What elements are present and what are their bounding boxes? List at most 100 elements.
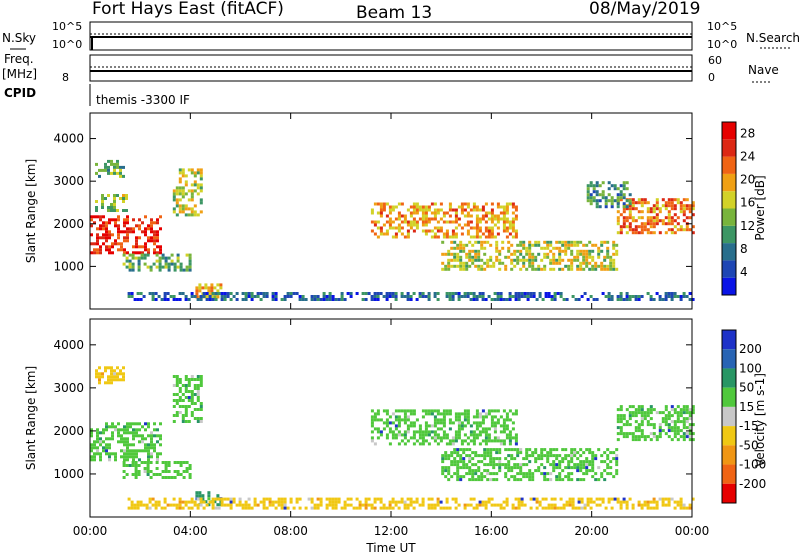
velocity-cell [597,478,601,482]
power-cell [466,214,470,218]
velocity-cell [502,439,506,443]
velocity-cell [454,500,458,504]
velocity-cell [135,449,138,453]
velocity-cell [631,503,635,507]
velocity-cell [223,497,227,501]
power-cell [122,262,126,266]
power-cell [475,214,479,218]
power-cell [379,214,383,218]
velocity-cell [453,460,457,464]
power-cell [433,217,437,221]
power-cell [499,205,503,209]
power-cell [468,249,472,253]
velocity-cell [600,472,604,476]
velocity-cell [471,451,475,455]
velocity-cell [105,443,108,447]
velocity-cell [676,417,680,421]
power-cell [567,243,571,247]
velocity-cell [691,432,695,436]
velocity-cell [457,418,461,422]
power-cell [101,194,104,197]
power-cell [185,265,189,269]
velocity-cell [477,478,481,482]
power-cell [588,255,592,259]
velocity-cell [93,446,96,450]
velocity-cell [418,503,422,507]
power-cell [153,233,156,237]
velocity-cell [498,466,502,470]
velocity-cell [585,463,589,467]
power-cell [143,253,147,257]
velocity-cell [173,476,177,479]
power-cell [606,249,610,253]
power-cell [496,226,500,230]
velocity-cell [98,381,101,385]
power-cell [480,258,484,262]
velocity-cell [577,497,581,501]
power-cell [96,236,99,240]
power-cell [612,243,616,247]
velocity-cell [196,417,200,420]
velocity-cell [153,422,156,426]
velocity-cell [682,503,686,507]
power-cell [528,249,532,253]
velocity-cell [442,418,446,422]
power-cell [462,267,466,271]
velocity-cell [394,500,398,504]
power-cell [460,205,464,209]
velocity-cell [483,451,487,455]
power-cell [101,200,104,203]
velocity-cell [466,409,470,413]
power-cell [472,208,476,212]
velocity-cell [436,503,440,507]
velocity-cell [96,449,99,453]
velocity-cell [116,372,119,376]
power-cell [163,292,167,295]
power-cell [612,267,616,271]
velocity-cell [151,497,155,501]
power-cell [673,198,677,202]
power-cell [147,224,150,228]
power-cell [661,219,665,223]
velocity-cell [131,461,135,464]
velocity-cell [181,417,185,420]
velocity-cell [145,503,149,507]
power-cell [511,223,515,227]
power-cell [190,195,194,199]
power-cell [179,265,183,269]
power-cell [685,198,689,202]
power-cell [454,235,458,239]
velocity-cell [591,466,595,470]
velocity-cell [493,409,497,413]
power-cell [682,295,686,298]
velocity-cell [517,497,521,501]
velocity-cell [516,448,520,452]
velocity-cell [325,503,329,507]
power-cell [409,214,413,218]
velocity-cell [436,421,440,425]
velocity-cell [424,409,428,413]
velocity-cell [238,500,242,504]
power-cell [447,252,451,256]
velocity-cell [167,476,171,479]
velocity-cell [516,454,520,458]
power-cell [427,220,431,224]
velocity-cell [346,497,350,501]
power-cell [616,199,620,203]
power-cell [391,235,395,239]
velocity-cell [148,497,152,501]
power-cell [187,198,191,202]
velocity-cell [673,506,677,510]
velocity-cell [143,461,147,464]
velocity-cell [589,497,593,501]
velocity-cell [691,423,695,427]
power-cell [424,217,428,221]
velocity-cell [586,497,590,501]
power-cell [637,216,641,220]
velocity-cell [691,497,695,501]
power-cell [507,255,511,259]
power-cell [685,204,689,208]
velocity-cell [558,466,562,470]
x-tick-label: 16:00 [474,524,509,538]
colorbar-swatch [722,277,736,295]
